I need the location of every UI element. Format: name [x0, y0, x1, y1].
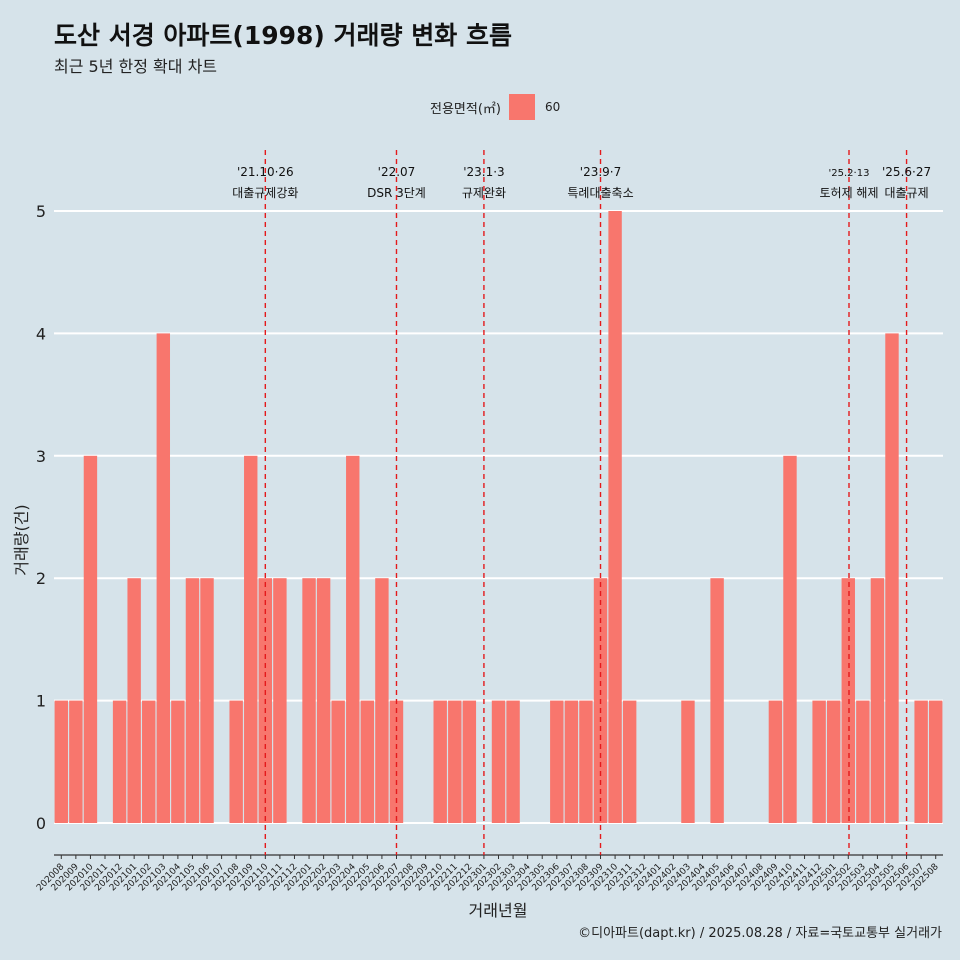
bar: [229, 700, 243, 823]
bar: [826, 700, 841, 823]
bar: [389, 700, 404, 823]
event-text-label: 특례대출축소: [567, 186, 633, 200]
event-text-label: 규제완화: [462, 186, 506, 200]
bar: [200, 578, 214, 823]
y-tick-label: 5: [36, 202, 46, 221]
bar: [929, 700, 943, 823]
legend-label: 60: [544, 100, 561, 114]
bar: [506, 700, 520, 823]
bar: [812, 700, 826, 823]
bar: [841, 578, 855, 823]
event-text-label: 대출규제: [884, 186, 928, 200]
event-date-label: '23.1·3: [463, 165, 504, 179]
y-tick-label: 2: [36, 569, 46, 588]
bar: [433, 700, 447, 823]
bar: [244, 455, 258, 823]
y-tick-label: 0: [36, 814, 46, 833]
bar: [331, 700, 345, 823]
y-tick-label: 1: [36, 692, 46, 711]
event-text-label: DSR 3단계: [367, 186, 426, 200]
bar: [550, 700, 564, 823]
chart-subtitle: 최근 5년 한정 확대 차트: [54, 57, 218, 76]
bar: [346, 455, 360, 823]
event-date-label: '23.9·7: [580, 165, 621, 179]
y-axis-label: 거래량(건): [12, 504, 31, 576]
bar: [69, 700, 83, 823]
bar: [579, 700, 593, 823]
bar: [885, 333, 899, 823]
event-date-label: '21.10·26: [237, 165, 294, 179]
bar: [316, 578, 331, 823]
event-text-label: 토허제 해제: [819, 186, 878, 200]
bar: [185, 578, 200, 823]
event-date-label: '25.2·13: [829, 168, 870, 179]
event-date-label: '22.07: [378, 165, 416, 179]
bar: [608, 211, 622, 823]
event-text-label: 대출규제강화: [232, 186, 298, 200]
bar: [914, 700, 928, 823]
bar: [375, 578, 389, 823]
bar: [491, 700, 506, 823]
bar: [142, 700, 156, 823]
bar: [622, 700, 637, 823]
legend-swatch: [508, 94, 535, 120]
bar: [54, 700, 68, 823]
bar: [564, 700, 579, 823]
bar: [156, 333, 171, 823]
bar: [710, 578, 724, 823]
bar: [462, 700, 477, 823]
legend-title: 전용면적(㎡): [430, 101, 501, 117]
bar: [681, 700, 695, 823]
bar: [448, 700, 462, 823]
y-axis-label-wrap: 거래량(건): [0, 490, 40, 590]
y-tick-label: 4: [36, 324, 46, 343]
y-tick-label: 3: [36, 447, 46, 466]
bar: [171, 700, 185, 823]
bar: [127, 578, 141, 823]
bar: [273, 578, 287, 823]
bar: [83, 455, 98, 823]
bar: [302, 578, 316, 823]
bar: [856, 700, 870, 823]
bar: [112, 700, 127, 823]
chart-title: 도산 서경 아파트(1998) 거래량 변화 흐름: [54, 21, 512, 50]
bar: [870, 578, 885, 823]
bar: [768, 700, 783, 823]
bar: [783, 455, 797, 823]
event-date-label: '25.6·27: [882, 165, 931, 179]
legend: 전용면적(㎡) 60: [430, 94, 560, 120]
bar: [360, 700, 375, 823]
x-axis-label: 거래년월: [468, 901, 528, 920]
source-caption: ©디아파트(dapt.kr) / 2025.08.28 / 자료=국토교통부 실…: [578, 926, 942, 941]
